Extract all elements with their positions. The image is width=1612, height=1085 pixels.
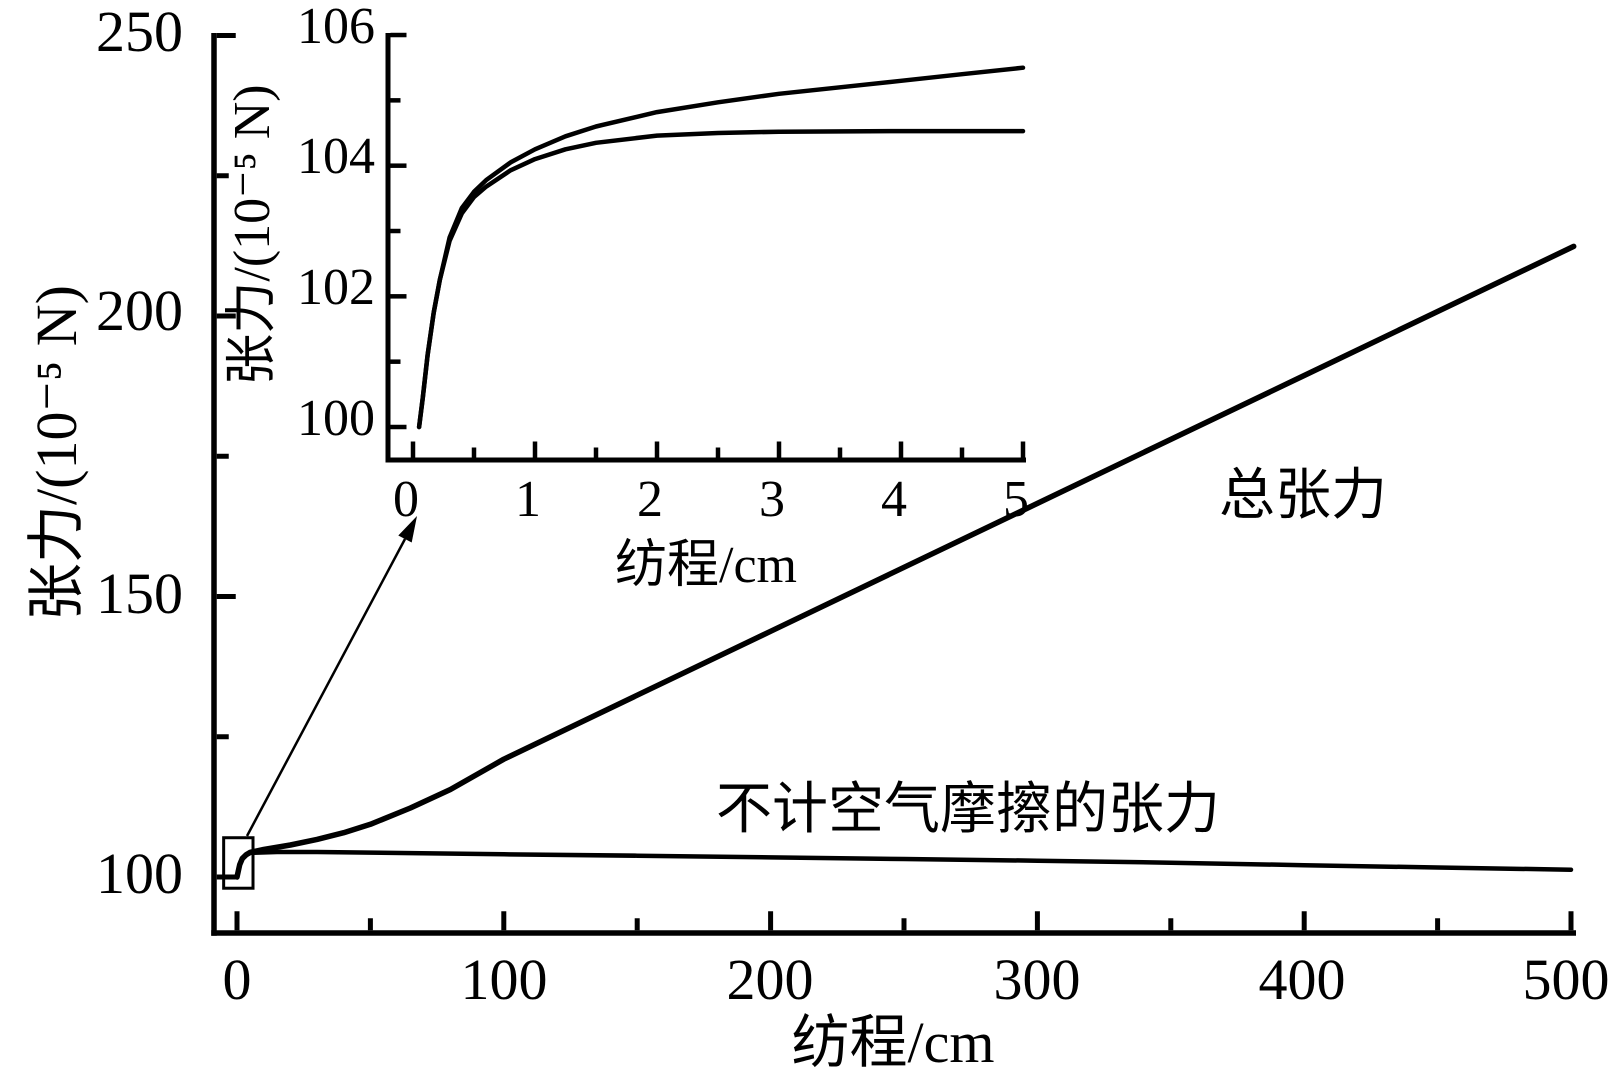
inset-x-tick-label-4: 4 bbox=[881, 471, 907, 528]
main-plot-axes bbox=[211, 33, 1576, 936]
main-x-axis-label: 纺程/cm bbox=[791, 1010, 995, 1075]
main-x-tick-label-500: 500 bbox=[1522, 947, 1610, 1012]
inset-x-tick-label-2: 2 bbox=[637, 471, 663, 528]
main-x-tick-label-200: 200 bbox=[726, 947, 814, 1012]
inset-x-tick-label-0: 0 bbox=[393, 471, 419, 528]
inset-y-tick-label-102: 102 bbox=[297, 258, 375, 316]
main-plot-curve-1 bbox=[234, 849, 1574, 880]
inset-plot-curves bbox=[416, 65, 1026, 430]
inset-y-tick-label-104: 104 bbox=[297, 127, 375, 185]
main-y-tick-label-100: 100 bbox=[96, 840, 183, 906]
zoom-region-box bbox=[222, 836, 255, 890]
main-plot-curves bbox=[234, 243, 1577, 880]
zoom-arrow-head bbox=[398, 516, 417, 543]
inset-x-axis-label: 纺程/cm bbox=[615, 537, 797, 594]
main-y-tick-label-200: 200 bbox=[96, 277, 183, 343]
inset-y-tick-label-100: 100 bbox=[297, 389, 375, 447]
annotation-no-air-friction-tension: 不计空气摩擦的张力 bbox=[716, 779, 1220, 841]
main-y-tick-label-250: 250 bbox=[96, 0, 183, 64]
zoom-arrow-line bbox=[245, 538, 407, 837]
inset-x-tick-label-3: 3 bbox=[759, 471, 785, 528]
annotation-total-tension: 总张力 bbox=[1219, 465, 1387, 527]
main-y-axis-label: 张力/(10⁻⁵ N) bbox=[24, 285, 89, 621]
main-x-tick-label-0: 0 bbox=[222, 947, 252, 1012]
inset-y-axis-label: 张力/(10⁻⁵ N) bbox=[224, 84, 281, 386]
inset-y-tick-label-106: 106 bbox=[297, 0, 375, 55]
inset-x-tick-label-1: 1 bbox=[515, 471, 541, 528]
inset-plot-curve-1 bbox=[416, 128, 1026, 430]
main-x-tick-label-400: 400 bbox=[1258, 947, 1346, 1012]
inset-x-tick-label-5: 5 bbox=[1003, 471, 1029, 528]
inset-plot-axes bbox=[385, 32, 1026, 463]
main-x-tick-label-100: 100 bbox=[460, 947, 548, 1012]
main-y-tick-label-150: 150 bbox=[96, 560, 183, 626]
main-x-tick-label-300: 300 bbox=[993, 947, 1081, 1012]
inset-plot-curve-0 bbox=[416, 65, 1026, 430]
